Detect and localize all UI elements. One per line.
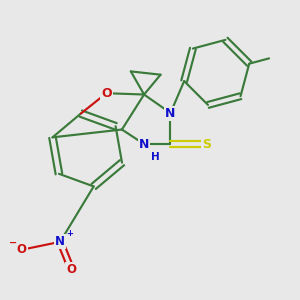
Text: O: O [66, 263, 76, 276]
Text: −: − [9, 238, 17, 248]
Text: O: O [17, 243, 27, 256]
Text: N: N [139, 138, 149, 151]
Text: N: N [165, 106, 176, 119]
Text: O: O [101, 87, 112, 100]
Text: S: S [202, 138, 211, 151]
Text: H: H [151, 152, 160, 162]
Text: +: + [66, 229, 73, 238]
Text: N: N [55, 235, 65, 248]
